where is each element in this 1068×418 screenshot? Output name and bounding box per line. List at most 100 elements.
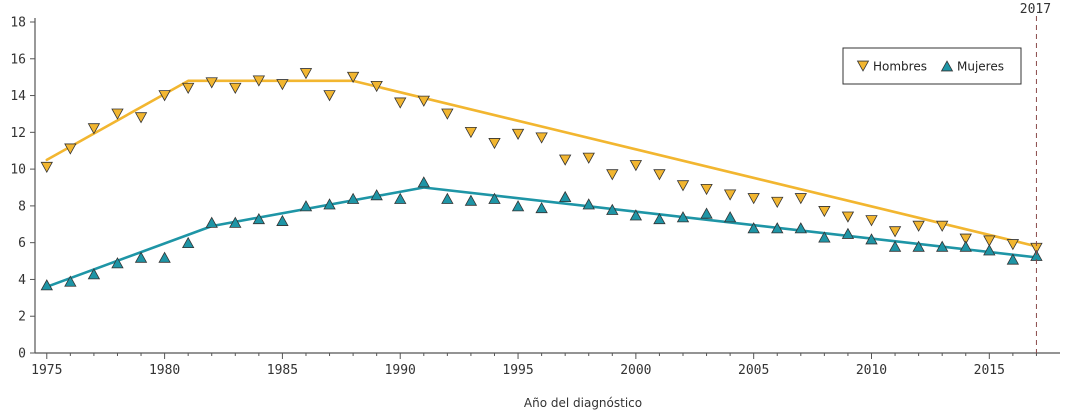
data-point-mujeres xyxy=(771,222,784,234)
data-point-hombres xyxy=(723,189,737,201)
data-point-hombres xyxy=(205,77,218,89)
x-tick-label: 2005 xyxy=(738,363,769,378)
data-point-mujeres xyxy=(40,279,53,291)
legend: Hombres Mujeres xyxy=(842,47,1022,85)
data-point-hombres xyxy=(441,108,454,120)
data-point-mujeres xyxy=(841,227,855,239)
data-point-hombres xyxy=(582,152,595,164)
data-point-hombres xyxy=(865,215,878,227)
data-point-hombres xyxy=(134,112,148,124)
data-point-hombres xyxy=(818,206,831,218)
data-point-hombres xyxy=(606,169,619,181)
data-point-mujeres xyxy=(888,240,902,252)
data-point-hombres xyxy=(629,160,643,172)
data-point-mujeres xyxy=(64,275,77,287)
data-point-hombres xyxy=(653,169,666,181)
data-point-hombres xyxy=(370,81,383,93)
data-point-hombres xyxy=(771,196,784,208)
data-point-mujeres xyxy=(252,212,266,225)
data-point-mujeres xyxy=(111,257,124,269)
data-point-mujeres xyxy=(629,209,643,221)
data-point-mujeres xyxy=(346,192,360,204)
data-point-hombres xyxy=(1006,239,1020,251)
data-point-mujeres xyxy=(370,189,383,201)
x-tick-label: 2000 xyxy=(620,363,651,378)
data-point-hombres xyxy=(417,95,430,107)
x-tick-label: 1995 xyxy=(502,363,533,378)
y-tick-label: 2 xyxy=(18,310,26,325)
data-point-hombres xyxy=(747,193,760,205)
data-point-mujeres xyxy=(299,200,313,212)
reference-line-label: 2017 xyxy=(1020,2,1051,17)
x-tick-label: 2015 xyxy=(974,363,1005,378)
data-point-hombres xyxy=(394,97,407,109)
x-tick-label: 1990 xyxy=(385,363,416,378)
data-point-mujeres xyxy=(818,231,831,243)
data-point-hombres xyxy=(252,75,266,87)
data-point-mujeres xyxy=(582,198,595,210)
data-point-mujeres xyxy=(417,176,430,188)
data-point-mujeres xyxy=(1006,253,1020,265)
data-point-mujeres xyxy=(276,214,289,226)
data-point-mujeres xyxy=(912,240,925,252)
data-point-mujeres xyxy=(747,222,760,234)
data-point-hombres xyxy=(323,90,336,102)
data-point-hombres xyxy=(488,138,501,150)
data-point-mujeres xyxy=(87,268,101,280)
data-point-hombres xyxy=(299,68,313,80)
data-point-hombres xyxy=(676,180,690,192)
data-point-hombres xyxy=(912,220,925,232)
data-point-mujeres xyxy=(676,211,690,223)
data-point-mujeres xyxy=(441,192,454,204)
y-tick-label: 4 xyxy=(18,273,26,288)
legend-marker-hombres xyxy=(856,60,870,72)
data-point-hombres xyxy=(794,193,807,205)
data-point-mujeres xyxy=(865,233,878,245)
trend-lines xyxy=(45,79,1038,289)
data-point-mujeres xyxy=(653,212,666,225)
legend-label-mujeres: Mujeres xyxy=(957,60,1004,74)
data-point-mujeres xyxy=(535,201,548,214)
y-tick-label: 6 xyxy=(18,236,26,251)
data-point-mujeres xyxy=(511,200,525,212)
y-tick-label: 18 xyxy=(10,16,26,31)
y-tick-label: 0 xyxy=(18,347,26,362)
data-point-mujeres xyxy=(394,192,407,204)
y-tick-label: 8 xyxy=(18,199,26,214)
data-point-hombres xyxy=(700,183,713,196)
data-point-hombres xyxy=(40,161,53,174)
data-point-hombres xyxy=(64,143,77,155)
data-point-mujeres xyxy=(983,244,996,256)
legend-marker-mujeres xyxy=(940,60,954,72)
data-point-hombres xyxy=(276,79,289,91)
y-tick-label: 10 xyxy=(10,163,26,178)
trend-line-hombres xyxy=(45,79,1038,248)
data-point-mujeres xyxy=(323,198,336,210)
data-points xyxy=(40,68,1043,291)
data-point-hombres xyxy=(983,235,996,247)
data-point-hombres xyxy=(181,82,195,94)
reference-line: 2017 xyxy=(1020,2,1051,353)
data-point-mujeres xyxy=(606,203,619,215)
axes: 0 2 4 6 8 10 12 14 16 18 1975 1980 1985 1990 1995 2000 2… xyxy=(10,16,1060,378)
data-point-mujeres xyxy=(700,207,713,219)
data-point-mujeres xyxy=(181,236,195,249)
data-point-mujeres xyxy=(959,240,972,252)
data-point-hombres xyxy=(464,126,478,139)
y-tick-label: 14 xyxy=(10,89,26,104)
y-tick-label: 12 xyxy=(10,126,26,141)
data-point-mujeres xyxy=(936,240,949,252)
data-point-mujeres xyxy=(205,216,218,228)
y-tick-label: 16 xyxy=(10,52,26,67)
data-point-hombres xyxy=(535,132,548,144)
x-tick-label: 2010 xyxy=(856,363,887,378)
data-point-hombres xyxy=(111,108,124,120)
data-point-hombres xyxy=(888,226,902,238)
trend-line-mujeres xyxy=(45,186,1038,289)
data-point-hombres xyxy=(841,211,855,223)
data-point-mujeres xyxy=(794,222,807,234)
data-point-mujeres xyxy=(134,251,148,263)
data-point-mujeres xyxy=(488,192,501,204)
